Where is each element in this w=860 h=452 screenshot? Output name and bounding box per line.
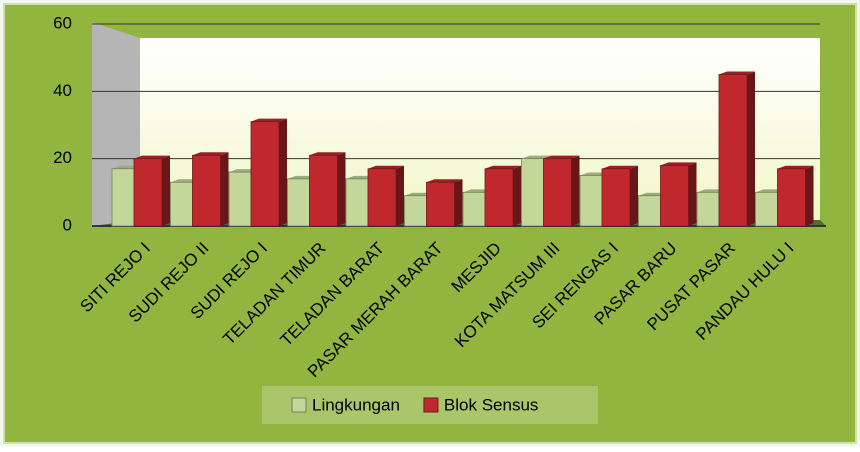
bar (579, 175, 603, 227)
bar (367, 168, 397, 227)
bar-top (719, 71, 755, 75)
bar-top (192, 152, 229, 156)
bar (250, 121, 280, 227)
legend-label: Lingkungan (312, 395, 400, 414)
bar-side (454, 179, 463, 226)
bar-side (337, 152, 346, 226)
bar (170, 181, 193, 227)
bar-side (805, 165, 814, 226)
y-tick-label: 40 (53, 81, 72, 100)
bar (192, 154, 221, 227)
bar (660, 164, 689, 227)
bar-side (630, 165, 638, 226)
bar (111, 168, 135, 227)
bar-top (602, 165, 638, 169)
bar (462, 191, 486, 227)
bar-side (513, 165, 521, 226)
bar-top (521, 155, 552, 159)
bar-side (571, 155, 580, 226)
bar (404, 195, 427, 227)
bar (133, 158, 163, 227)
bar-side (162, 155, 170, 226)
bar-side (747, 71, 755, 226)
bar (638, 195, 661, 227)
bar (543, 158, 572, 227)
legend-marker (291, 397, 307, 413)
bar (484, 168, 514, 227)
bar (601, 168, 631, 227)
bar-side (279, 118, 287, 226)
bar-top (251, 118, 287, 122)
legend-label: Blok Sensus (444, 395, 539, 414)
bar (309, 154, 338, 227)
bar-top (660, 162, 697, 166)
bar (287, 178, 310, 227)
bar-side (688, 162, 697, 226)
bar-top (426, 179, 463, 183)
bar-side (396, 165, 404, 226)
bar (426, 181, 455, 227)
bar-top (368, 165, 404, 169)
bar (696, 191, 720, 227)
bar-top (777, 165, 814, 169)
bar-top (134, 155, 170, 159)
y-tick-label: 20 (53, 148, 72, 167)
bar (345, 178, 369, 227)
bar (228, 171, 252, 227)
bar-side (220, 152, 229, 226)
y-tick-label: 60 (53, 13, 72, 32)
bar (777, 168, 806, 227)
bar (718, 74, 748, 227)
bar-top (543, 155, 580, 159)
legend-marker (423, 397, 439, 413)
y-tick-label: 0 (63, 215, 72, 234)
bar-top (309, 152, 346, 156)
bar (755, 191, 778, 227)
bar-top (485, 165, 521, 169)
bar (521, 158, 544, 227)
